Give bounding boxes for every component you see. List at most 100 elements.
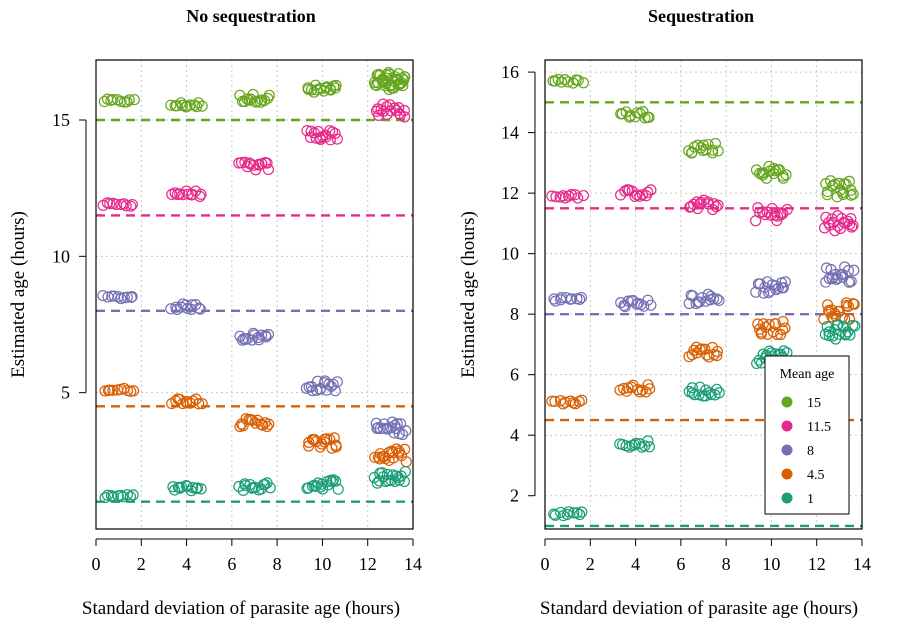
- data-point: [642, 186, 654, 198]
- data-point: [247, 88, 259, 101]
- data-point: [707, 293, 720, 305]
- x-tick-label: 14: [853, 554, 871, 574]
- data-point: [550, 191, 562, 203]
- data-point: [175, 481, 188, 493]
- data-point: [688, 389, 701, 401]
- x-tick-label: 0: [92, 554, 101, 574]
- data-point: [385, 105, 397, 117]
- chart-panel-sequestration: 0 2 4 6 8 10 12 14 2 4 6 8 10 12 14 16 Sequestration Stan…: [458, 6, 871, 619]
- series-8: [97, 289, 412, 441]
- data-point: [766, 202, 778, 215]
- x-tick-label: 8: [722, 554, 731, 574]
- data-point: [165, 99, 177, 111]
- data-point: [574, 293, 586, 305]
- data-point: [642, 435, 654, 447]
- data-point: [324, 83, 337, 95]
- data-point: [326, 475, 338, 488]
- data-point: [243, 94, 255, 106]
- data-point: [331, 133, 343, 145]
- data-point: [126, 198, 138, 211]
- data-point: [323, 378, 335, 390]
- data-point: [174, 482, 186, 494]
- data-point: [619, 300, 631, 313]
- data-point: [124, 491, 137, 503]
- data-point: [186, 188, 198, 200]
- data-point: [549, 295, 562, 307]
- data-point: [695, 196, 707, 209]
- data-point: [686, 146, 698, 158]
- data-point: [626, 381, 638, 393]
- data-point: [576, 394, 588, 406]
- data-point: [757, 318, 769, 330]
- y-tick-label: 10: [501, 244, 519, 264]
- data-point: [397, 79, 409, 92]
- data-point: [399, 443, 411, 455]
- data-point: [102, 489, 114, 501]
- data-point: [638, 300, 650, 312]
- data-point: [233, 480, 245, 493]
- x-axis: 0 2 4 6 8 10 12 14: [92, 538, 422, 574]
- data-point: [688, 198, 700, 210]
- data-point: [263, 89, 275, 101]
- data-point: [820, 262, 833, 274]
- data-point: [555, 506, 567, 519]
- data-point: [399, 465, 411, 478]
- data-point: [121, 489, 133, 501]
- data-point: [569, 189, 581, 201]
- legend-swatch: [781, 468, 793, 480]
- data-point: [833, 305, 845, 318]
- legend-swatch: [781, 420, 793, 432]
- data-point: [546, 395, 558, 407]
- data-point: [193, 302, 205, 314]
- data-point: [686, 382, 698, 394]
- data-point: [779, 276, 791, 288]
- data-point: [777, 315, 789, 328]
- y-axis: 5 10 15: [52, 110, 87, 403]
- data-point: [128, 94, 140, 106]
- series-1: [548, 318, 861, 522]
- data-point: [184, 397, 196, 409]
- data-point: [779, 322, 791, 334]
- data-point: [373, 475, 385, 487]
- legend-label: 4.5: [807, 468, 825, 483]
- data-point: [115, 95, 127, 108]
- data-point: [623, 441, 635, 453]
- data-point: [398, 104, 410, 117]
- data-point: [640, 386, 652, 398]
- data-point: [104, 384, 116, 396]
- data-point: [563, 506, 575, 518]
- data-point: [700, 144, 712, 156]
- data-point: [818, 313, 830, 325]
- data-point: [845, 213, 857, 225]
- data-point: [264, 482, 276, 494]
- data-point: [577, 77, 590, 89]
- data-point: [847, 220, 859, 232]
- legend-label: 15: [807, 396, 821, 411]
- data-point: [194, 303, 206, 315]
- data-point: [711, 293, 723, 305]
- data-point: [328, 432, 340, 444]
- data-point: [843, 175, 855, 187]
- data-point: [758, 287, 770, 299]
- data-point: [577, 189, 590, 202]
- data-point: [118, 198, 130, 210]
- data-point: [710, 201, 722, 213]
- data-point: [107, 93, 119, 106]
- data-point: [196, 398, 208, 410]
- data-point: [330, 441, 342, 453]
- data-point: [634, 386, 646, 398]
- data-point: [257, 419, 269, 431]
- y-axis: 2 4 6 8 10 12 14 16: [501, 62, 536, 506]
- x-axis: 0 2 4 6 8 10 12 14: [541, 538, 871, 574]
- data-point: [713, 387, 725, 399]
- data-point: [842, 265, 854, 277]
- data-point: [317, 131, 329, 143]
- data-point: [261, 157, 273, 169]
- data-point: [848, 298, 860, 310]
- data-point: [555, 76, 568, 88]
- data-point: [711, 345, 723, 358]
- data-point: [195, 483, 207, 495]
- data-point: [844, 313, 856, 325]
- data-point: [123, 94, 135, 106]
